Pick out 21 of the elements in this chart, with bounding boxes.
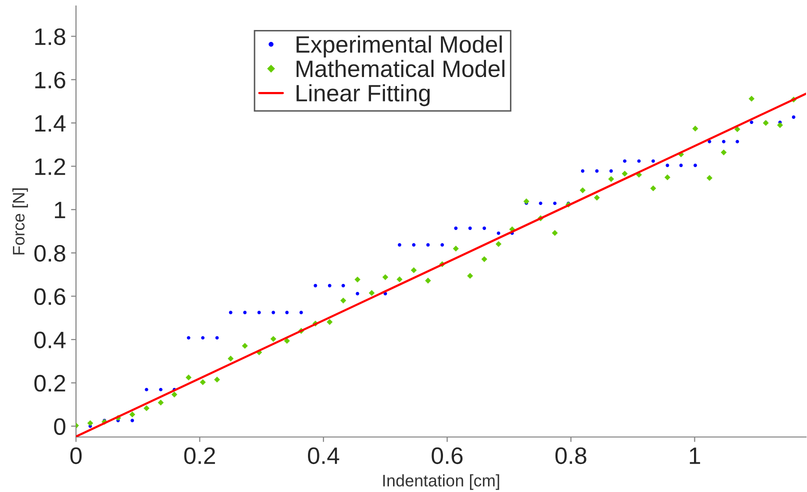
legend-label: Mathematical Model [296,60,504,78]
x-tick-label: 0.8 [555,447,586,464]
y-tick-label: 1.6 [35,72,66,88]
y-tick-label: 1.4 [35,115,66,132]
x-tick-label: 0.6 [432,447,463,464]
y-tick-label: 0.2 [34,374,66,392]
x-tick-label: 0 [70,447,82,464]
y-tick-label: 0.8 [34,244,66,262]
y-tick-label: 0.6 [34,288,66,306]
legend-label: Experimental Model [296,35,502,58]
x-tick-label: 0.2 [184,447,215,464]
y-axis-title: Force [N] [12,188,28,254]
y-tick-label: 1 [54,202,66,218]
legend-label: Linear Fitting [296,84,430,106]
x-axis-title: Indentation [cm] [383,474,500,490]
x-tick-label: 0.4 [308,447,340,464]
y-tick-label: 0.4 [34,332,66,348]
y-tick-label: 1.8 [35,28,66,46]
y-tick-label: 1.2 [35,158,66,175]
x-tick-label: 1 [690,448,700,464]
y-tick-label: 0 [54,418,66,435]
